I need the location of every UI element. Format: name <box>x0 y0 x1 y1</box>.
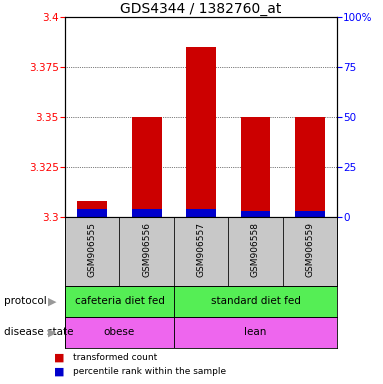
Title: GDS4344 / 1382760_at: GDS4344 / 1382760_at <box>120 2 282 16</box>
Text: disease state: disease state <box>4 327 73 337</box>
Bar <box>77 201 107 217</box>
Text: GSM906558: GSM906558 <box>251 222 260 278</box>
Text: percentile rank within the sample: percentile rank within the sample <box>73 367 226 376</box>
Text: standard diet fed: standard diet fed <box>211 296 300 306</box>
Bar <box>65 317 174 348</box>
Bar <box>241 211 270 217</box>
Text: transformed count: transformed count <box>73 353 157 362</box>
Bar <box>295 211 325 217</box>
Text: ▶: ▶ <box>48 296 56 306</box>
Text: cafeteria diet fed: cafeteria diet fed <box>75 296 164 306</box>
Bar <box>65 286 174 317</box>
Bar <box>295 117 325 217</box>
Text: protocol: protocol <box>4 296 47 306</box>
Bar <box>77 209 107 217</box>
Bar <box>241 117 270 217</box>
Bar <box>174 286 337 317</box>
Text: GSM906556: GSM906556 <box>142 222 151 278</box>
Bar <box>283 217 337 286</box>
Text: ■: ■ <box>54 352 64 362</box>
Text: obese: obese <box>104 327 135 337</box>
Text: GSM906557: GSM906557 <box>196 222 206 278</box>
Bar <box>186 209 216 217</box>
Bar <box>132 117 162 217</box>
Bar <box>174 217 228 286</box>
Text: GSM906559: GSM906559 <box>305 222 314 278</box>
Bar <box>65 217 119 286</box>
Text: ▶: ▶ <box>48 327 56 337</box>
Bar <box>174 317 337 348</box>
Bar <box>186 47 216 217</box>
Text: ■: ■ <box>54 367 64 377</box>
Text: lean: lean <box>244 327 267 337</box>
Bar <box>119 217 174 286</box>
Text: GSM906555: GSM906555 <box>88 222 97 278</box>
Bar <box>132 209 162 217</box>
Bar <box>228 217 283 286</box>
